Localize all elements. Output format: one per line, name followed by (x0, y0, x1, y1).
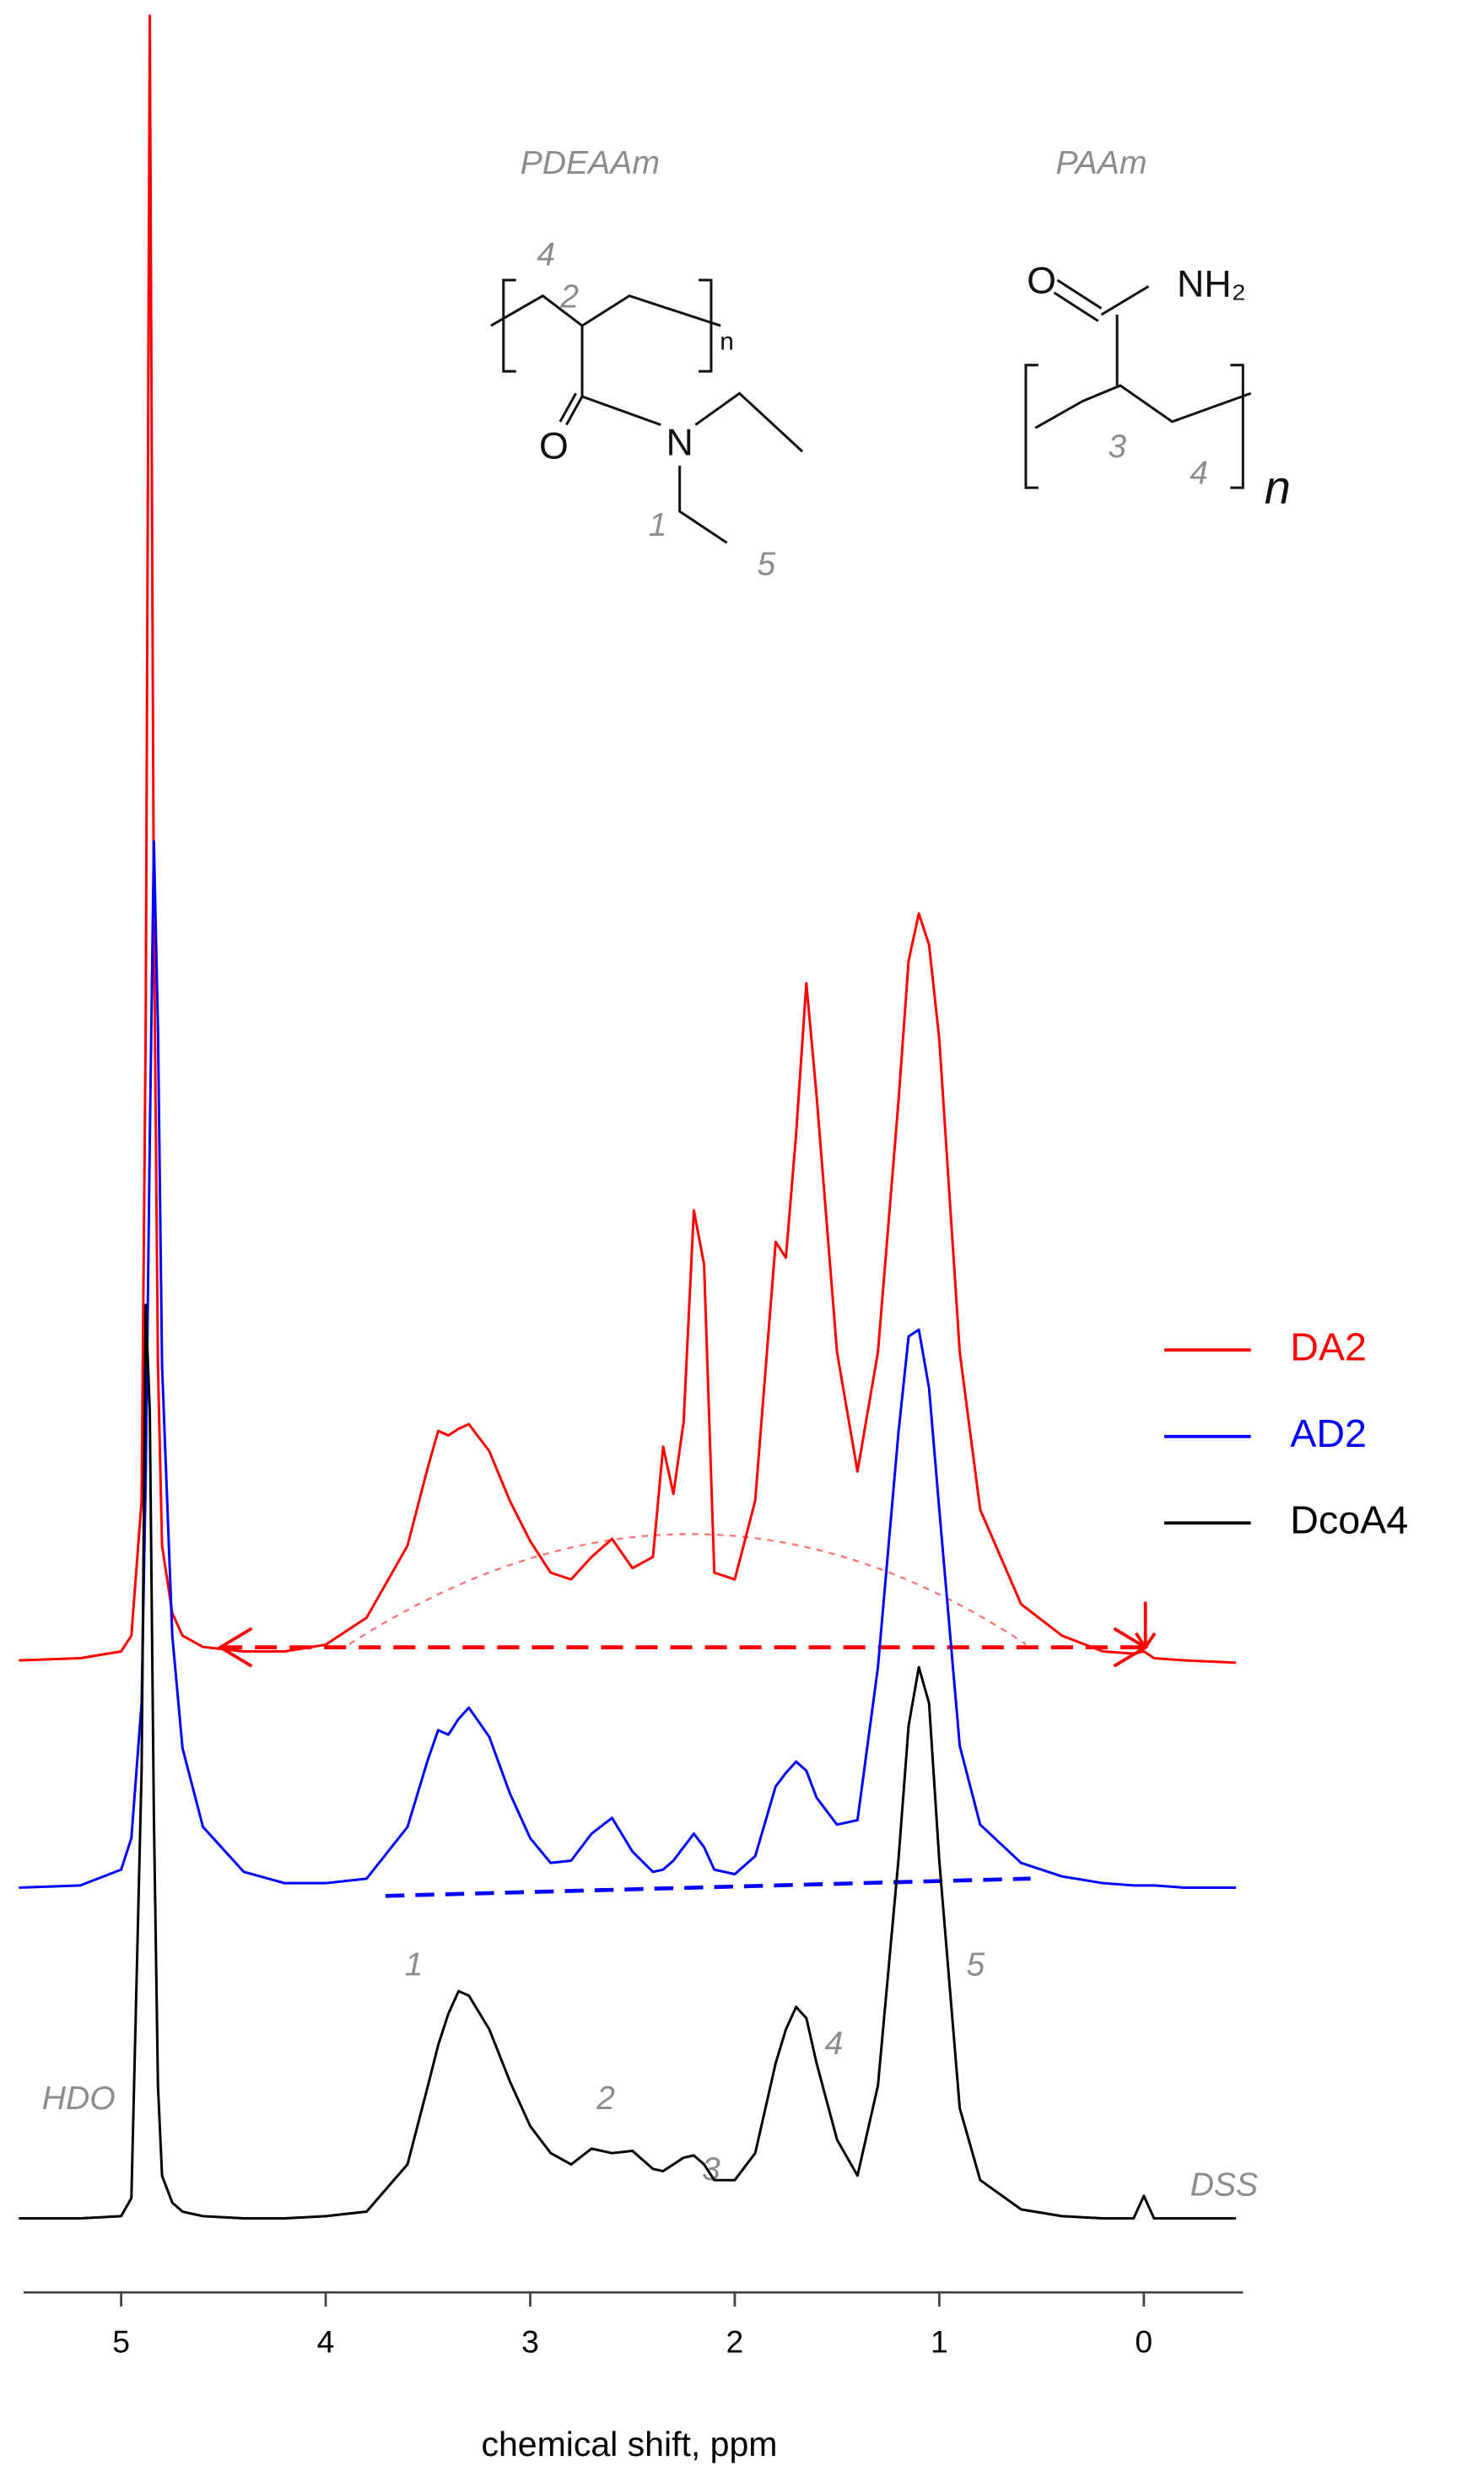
annotation: 1 (405, 1947, 424, 1983)
annotation: 3 (702, 2151, 720, 2188)
baseline-guides (217, 1533, 1157, 1898)
atom-label: 1 (649, 507, 667, 543)
annotation: 5 (966, 1947, 985, 1983)
x-tick-label: 5 (112, 2324, 130, 2360)
red-dotted-baseline (348, 1533, 1027, 1645)
x-tick-label: 2 (726, 2324, 744, 2360)
atom-label: n (720, 327, 734, 355)
x-tick-label: 3 (521, 2324, 539, 2360)
atom-label: O (1027, 260, 1056, 302)
atom-label: 3 (1108, 429, 1126, 465)
x-tick-label: 0 (1135, 2324, 1152, 2360)
x-tick-label: 4 (317, 2324, 335, 2360)
x-tick-label: 1 (931, 2324, 948, 2360)
arrow (217, 1601, 1157, 1668)
annotation: PDEAAm (521, 145, 660, 181)
blue-dashed-baseline (385, 1876, 1031, 1898)
atom-label: n (1265, 461, 1291, 514)
atom-label: 2 (559, 279, 579, 316)
annotation: HDO (42, 2080, 116, 2117)
atom-label: NH₂ (1177, 262, 1246, 305)
structure-paam: O NH₂ 3 4 n (1024, 260, 1291, 514)
legend-label: AD2 (1290, 1411, 1367, 1455)
structure-pdeaam: 4 2 n O N 1 5 (490, 236, 804, 583)
atom-label: 4 (537, 236, 555, 272)
legend-label: DA2 (1290, 1325, 1367, 1368)
spectrum-line (19, 1303, 1236, 2220)
bracket (502, 278, 713, 373)
spectrum-line (19, 839, 1236, 1889)
annotation: 2 (596, 2080, 615, 2117)
annotation: PAAm (1055, 145, 1147, 181)
legend-label: DcoA4 (1290, 1498, 1408, 1542)
atom-label: 4 (1190, 456, 1208, 492)
annotation: DSS (1190, 2167, 1259, 2204)
annotation: 4 (825, 2026, 844, 2062)
bond (1034, 278, 1252, 429)
atom-label: 5 (757, 547, 775, 583)
bracket (1024, 364, 1244, 489)
x-axis-label: chemical shift, ppm (481, 2425, 777, 2463)
atom-label: O (539, 424, 569, 467)
spectrum-line (19, 14, 1236, 1665)
bond (559, 326, 804, 544)
bond (490, 294, 721, 327)
atom-label: N (666, 422, 693, 464)
